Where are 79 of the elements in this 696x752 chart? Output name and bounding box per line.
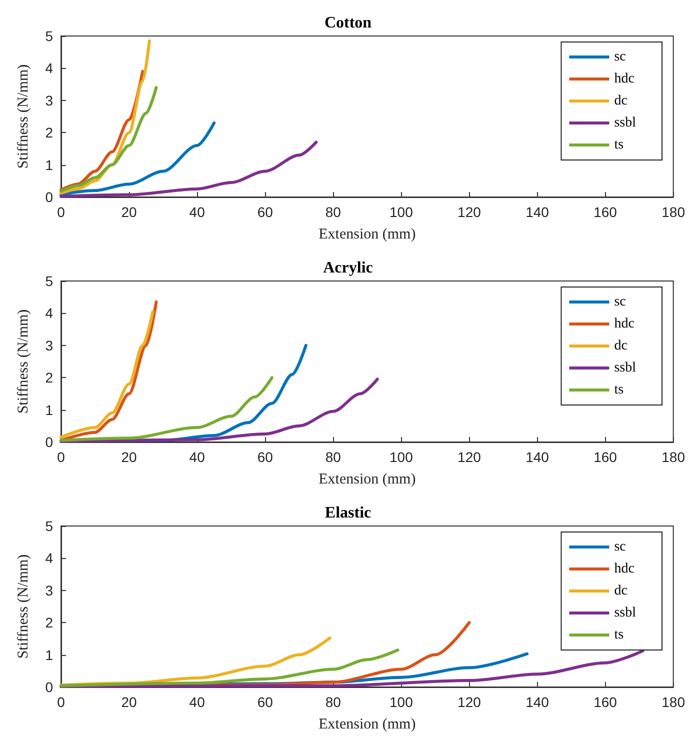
line-series xyxy=(60,121,216,196)
y-tick-label: 0 xyxy=(45,434,54,450)
y-tick-label: 3 xyxy=(45,337,54,354)
y-tick-label: 5 xyxy=(45,273,54,289)
y-axis-title: Stiffness (N/mm) xyxy=(16,554,32,659)
x-tick-label: 20 xyxy=(121,694,138,710)
x-tick-label: 0 xyxy=(57,204,66,220)
x-tick-label: 40 xyxy=(189,694,206,710)
x-axis-title: Extension (mm) xyxy=(318,472,416,488)
x-tick-label: 140 xyxy=(526,449,550,465)
y-tick-label: 1 xyxy=(45,402,54,418)
x-axis-title: Extension (mm) xyxy=(318,226,416,242)
legend-label: hdc xyxy=(614,316,634,332)
x-tick-label: 140 xyxy=(526,694,550,710)
x-tick-label: 0 xyxy=(57,694,66,710)
x-axis-title: Extension (mm) xyxy=(318,716,416,732)
legend-label: ssbl xyxy=(614,606,636,620)
x-tick-label: 100 xyxy=(390,694,414,710)
x-tick-label: 100 xyxy=(390,449,414,465)
x-tick-label: 180 xyxy=(662,694,686,710)
x-tick-label: 120 xyxy=(458,694,482,710)
y-axis-title: Stiffness (N/mm) xyxy=(16,64,32,169)
legend-label: dc xyxy=(614,584,628,598)
y-tick-label: 4 xyxy=(45,550,54,566)
legend-label: sc xyxy=(614,540,626,554)
x-tick-label: 60 xyxy=(257,694,274,710)
legend-label: dc xyxy=(614,94,628,108)
x-tick-label: 120 xyxy=(458,449,482,465)
legend-label: sc xyxy=(614,294,626,310)
line-series xyxy=(60,648,400,688)
x-tick-label: 80 xyxy=(325,449,342,465)
x-tick-label: 80 xyxy=(325,694,342,710)
x-tick-label: 20 xyxy=(121,449,138,465)
y-tick-label: 0 xyxy=(45,189,54,205)
y-tick-label: 0 xyxy=(45,679,54,695)
line-series xyxy=(60,86,158,193)
x-tick-label: 60 xyxy=(257,204,274,220)
y-tick-label: 3 xyxy=(45,92,54,108)
y-tick-label: 5 xyxy=(45,518,54,534)
x-tick-label: 0 xyxy=(57,449,66,465)
legend-label: ssbl xyxy=(614,360,636,376)
x-tick-label: 40 xyxy=(189,449,206,465)
chart-title: Cotton xyxy=(324,14,372,32)
legend-label: dc xyxy=(614,338,628,354)
x-tick-label: 120 xyxy=(458,204,482,220)
y-axis-title: Stiffness (N/mm) xyxy=(16,309,32,414)
x-tick-label: 140 xyxy=(526,204,550,220)
legend-label: hdc xyxy=(614,72,634,86)
legend-label: sc xyxy=(614,50,626,64)
y-tick-label: 2 xyxy=(45,370,54,386)
x-tick-label: 20 xyxy=(121,204,138,220)
x-tick-label: 180 xyxy=(662,449,686,465)
chart-title: Acrylic xyxy=(323,260,373,276)
x-tick-label: 80 xyxy=(325,204,342,220)
y-tick-label: 1 xyxy=(45,646,54,663)
y-tick-label: 4 xyxy=(45,305,54,322)
chart-title: Elastic xyxy=(324,504,372,522)
y-tick-label: 2 xyxy=(45,124,54,141)
legend-label: ts xyxy=(614,382,624,398)
line-series xyxy=(60,140,318,198)
y-tick-label: 1 xyxy=(45,156,54,173)
x-tick-label: 40 xyxy=(189,204,206,220)
x-tick-label: 160 xyxy=(594,694,618,710)
y-tick-label: 5 xyxy=(45,28,54,44)
x-tick-label: 180 xyxy=(662,204,686,220)
y-tick-label: 2 xyxy=(45,614,54,631)
line-series xyxy=(60,378,379,443)
legend-label: ts xyxy=(614,628,624,642)
legend-label: hdc xyxy=(614,562,634,576)
y-tick-label: 3 xyxy=(45,582,54,598)
x-tick-label: 100 xyxy=(390,204,414,220)
x-tick-label: 60 xyxy=(257,449,274,465)
x-tick-label: 160 xyxy=(594,449,618,465)
line-series xyxy=(60,649,644,688)
y-tick-label: 4 xyxy=(45,60,54,76)
x-tick-label: 160 xyxy=(594,204,618,220)
legend-label: ssbl xyxy=(614,116,636,130)
legend-label: ts xyxy=(614,138,624,152)
line-series xyxy=(60,376,274,442)
